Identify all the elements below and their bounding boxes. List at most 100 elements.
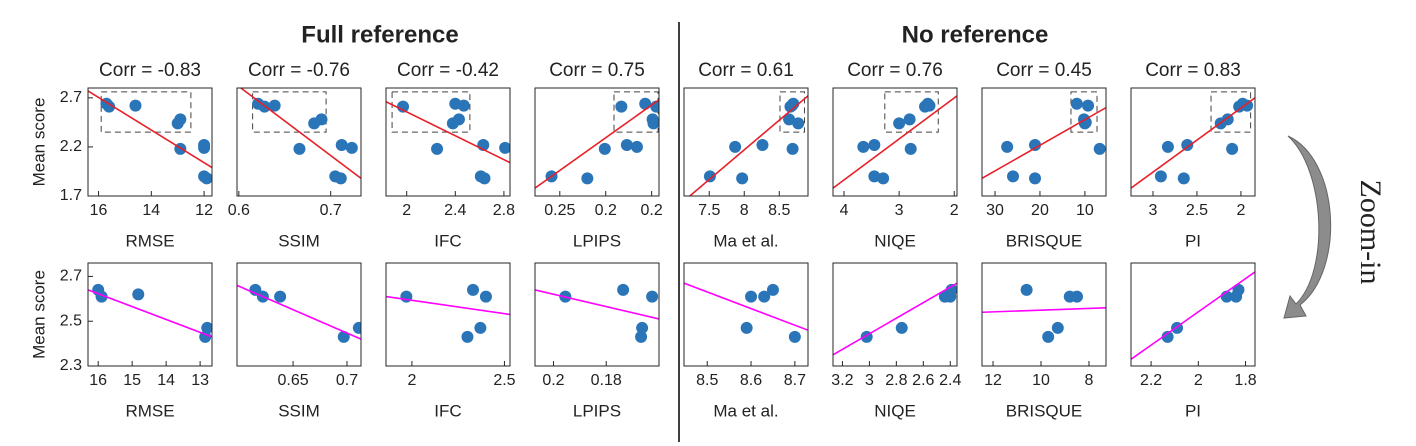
x-tick-label: 13 — [191, 372, 209, 389]
data-point — [1079, 116, 1092, 129]
x-axis-label: PI — [1185, 401, 1201, 420]
data-point — [756, 138, 769, 151]
y-tick-label: 2.7 — [60, 89, 82, 106]
x-tick-label: 8.5 — [768, 202, 790, 219]
x-tick-label: 16 — [90, 202, 108, 219]
axes-box — [534, 262, 660, 367]
x-axis-label: NIQE — [874, 401, 916, 420]
fit-line — [535, 289, 659, 320]
data-point — [198, 141, 211, 154]
plot-area — [535, 91, 659, 189]
axes-box — [385, 262, 511, 367]
data-point — [315, 113, 328, 126]
plot-area — [1131, 91, 1255, 189]
data-point — [345, 141, 358, 154]
y-tick-label: 1.7 — [60, 187, 82, 204]
subplot-title: Corr = 0.83 — [1145, 60, 1241, 81]
data-point — [397, 100, 410, 113]
x-tick-label: 0.7 — [320, 202, 342, 219]
x-axis-label: BRISQUE — [1006, 401, 1083, 420]
fit-line — [688, 95, 808, 196]
data-point — [598, 142, 611, 155]
fit-line — [88, 289, 212, 338]
x-tick-label: 15 — [123, 372, 141, 389]
x-axis-label: LPIPS — [573, 231, 621, 250]
zoom-box — [779, 91, 805, 133]
data-point — [268, 99, 281, 112]
plot-area — [982, 283, 1106, 343]
x-tick-label: 8 — [740, 202, 749, 219]
data-point — [457, 99, 470, 112]
fit-line — [833, 95, 957, 189]
y-tick-label: 2.7 — [60, 268, 82, 285]
x-tick-label: 8 — [1085, 372, 1094, 389]
data-point — [786, 142, 799, 155]
data-point — [201, 321, 212, 334]
data-point — [923, 99, 936, 112]
fit-line — [1131, 97, 1255, 189]
x-axis-label: NIQE — [874, 231, 916, 250]
x-axis-label: Ma et al. — [713, 231, 778, 250]
data-point — [1070, 290, 1083, 303]
axes-box — [87, 87, 213, 197]
x-tick-label: 2.6 — [912, 372, 934, 389]
data-point — [132, 288, 145, 301]
plot-area — [688, 91, 808, 196]
subplot-title: Corr = 0.61 — [698, 60, 794, 81]
axes-box — [385, 87, 511, 197]
fit-line — [239, 88, 361, 179]
data-point — [293, 142, 306, 155]
x-axis-label: BRISQUE — [1006, 231, 1083, 250]
data-point — [1007, 170, 1019, 183]
x-tick-label: 0.18 — [591, 372, 622, 389]
section-heading: No reference — [902, 21, 1049, 48]
fit-line — [833, 282, 957, 356]
x-axis-label: SSIM — [278, 231, 320, 250]
axes-box — [236, 87, 362, 197]
fit-line — [684, 282, 808, 331]
x-axis-label: LPIPS — [573, 401, 621, 420]
plot-area — [833, 282, 957, 356]
data-point — [620, 138, 633, 151]
y-tick-label: 2.3 — [60, 357, 82, 374]
data-point — [729, 140, 742, 153]
data-point — [1181, 138, 1194, 151]
fit-line — [88, 90, 212, 169]
data-point — [736, 172, 749, 185]
data-point — [615, 100, 628, 113]
data-point — [1177, 172, 1190, 185]
x-tick-label: 2.4 — [939, 372, 961, 389]
x-tick-label: 3 — [1149, 202, 1158, 219]
plot-area — [237, 283, 361, 343]
data-point — [1029, 172, 1042, 185]
plot-area — [535, 283, 659, 343]
x-tick-label: 3.2 — [831, 372, 853, 389]
data-point — [617, 283, 630, 296]
x-tick-label: 2.8 — [493, 202, 515, 219]
plot-area — [684, 282, 808, 343]
y-axis-label: Mean score — [29, 98, 48, 187]
data-point — [895, 321, 908, 334]
x-tick-label: 0.2 — [641, 202, 663, 219]
data-point — [461, 330, 474, 343]
x-tick-label: 8.6 — [740, 372, 762, 389]
data-point — [758, 290, 771, 303]
x-tick-label: 14 — [142, 202, 160, 219]
y-tick-label: 2.5 — [60, 312, 82, 329]
data-point — [945, 283, 957, 296]
data-point — [1161, 140, 1174, 153]
subplot-title: Corr = -0.83 — [99, 60, 201, 81]
plot-area — [386, 283, 510, 343]
plot-area — [1131, 271, 1255, 360]
plot-area — [88, 283, 212, 343]
plot-area — [88, 90, 212, 185]
x-tick-label: 14 — [157, 372, 175, 389]
axes-box — [1130, 262, 1256, 367]
x-tick-label: 2.2 — [1140, 372, 1162, 389]
data-point — [647, 117, 659, 130]
x-axis-label: RMSE — [125, 401, 174, 420]
data-point — [766, 283, 779, 296]
plot-area — [239, 88, 361, 185]
zoom-label: Zoom-in — [1354, 180, 1387, 285]
zoom-arrow — [1283, 135, 1332, 319]
